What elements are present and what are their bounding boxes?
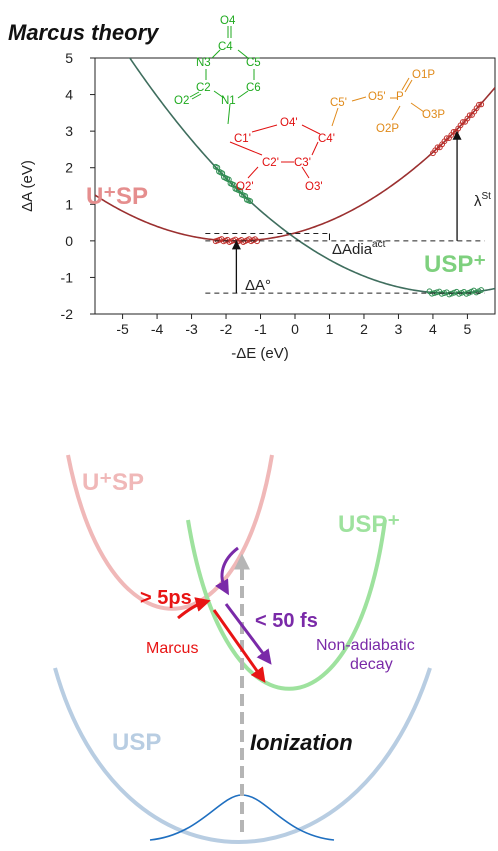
usp-well <box>53 667 432 844</box>
sample-points <box>212 101 485 298</box>
lambda-main: λ <box>474 193 482 210</box>
schematic-usp-plus-label: USP⁺ <box>338 511 400 538</box>
svg-text:O3': O3' <box>305 181 323 193</box>
svg-text:P: P <box>396 91 404 103</box>
axis-ticks: -5 -4 -3 -2 -1 0 1 2 3 4 5 -2 -1 0 1 2 3 4 5 <box>61 50 472 337</box>
figure-title: Marcus theory <box>8 20 160 45</box>
sample-point <box>466 112 473 119</box>
lambda-sup: St <box>482 191 492 202</box>
delta-adia-main: ΔAdia <box>332 241 373 258</box>
nonadiabatic-label-line2: decay <box>350 656 393 673</box>
svg-text:C1': C1' <box>234 133 251 145</box>
svg-text:O4': O4' <box>280 117 298 129</box>
sample-point <box>459 119 466 125</box>
svg-text:C2': C2' <box>262 157 279 169</box>
y-tick-label: 5 <box>65 50 73 66</box>
wavepacket-gaussian <box>149 794 335 841</box>
svg-text:O2: O2 <box>174 95 189 107</box>
svg-text:C2: C2 <box>196 82 211 94</box>
svg-text:O5': O5' <box>368 91 386 103</box>
x-tick-label: 5 <box>464 321 472 337</box>
curve-usp-plus <box>128 58 495 294</box>
svg-text:O2P: O2P <box>376 123 399 135</box>
sample-point <box>433 289 440 296</box>
x-axis-label: -ΔE (eV) <box>231 345 289 362</box>
svg-text:C5': C5' <box>330 97 347 109</box>
sample-point <box>438 290 445 297</box>
nonadiabatic-label-line1: Non-adiabatic <box>316 637 415 654</box>
sample-point <box>443 135 450 142</box>
svg-text:C6: C6 <box>246 82 261 94</box>
x-tick-label: 0 <box>291 321 299 337</box>
svg-text:C3': C3' <box>294 157 311 169</box>
x-tick-label: 3 <box>395 321 403 337</box>
y-tick-label: 2 <box>65 160 73 176</box>
sample-point <box>476 101 482 108</box>
svg-text:O4: O4 <box>220 15 236 27</box>
sample-point <box>434 144 441 151</box>
delta-a0-label: ΔA° <box>245 277 271 294</box>
delta-adia-sup: act <box>372 239 386 250</box>
purple-curved-arrow <box>215 546 239 596</box>
schematic-usp-label: USP <box>112 729 161 756</box>
y-axis-label: ΔA (eV) <box>19 160 36 212</box>
svg-text:N1: N1 <box>221 95 236 107</box>
fast-time-label: < 50 fs <box>255 610 318 632</box>
x-tick-label: -3 <box>185 321 198 337</box>
sample-point <box>247 198 254 204</box>
marcus-time-label: > 5ps <box>140 587 192 609</box>
usp-plus-label: USP⁺ <box>424 251 486 278</box>
x-tick-label: -2 <box>220 321 233 337</box>
y-tick-label: 0 <box>65 233 73 249</box>
y-tick-label: -2 <box>61 306 74 322</box>
y-tick-label: 1 <box>65 196 73 212</box>
y-tick-label: 4 <box>65 87 73 103</box>
sample-point <box>478 287 485 293</box>
svg-text:C4: C4 <box>218 41 233 53</box>
sample-point <box>478 101 485 108</box>
energy-curves <box>95 58 495 294</box>
svg-text:C5: C5 <box>246 57 261 69</box>
svg-text:O3P: O3P <box>422 109 445 121</box>
energy-arrows <box>231 130 462 294</box>
x-tick-label: 4 <box>429 321 437 337</box>
x-tick-label: -4 <box>151 321 164 337</box>
delta-adia-label: ΔAdiaact <box>332 239 386 258</box>
uplus-sp-label: U⁺SP <box>86 183 148 210</box>
svg-text:C4': C4' <box>318 133 335 145</box>
uplus-sp-well <box>66 454 274 611</box>
svg-text:O1P: O1P <box>412 69 435 81</box>
molecule-structure: O4 C4 N3 C5 C2 C6 O2 N1 C1' O4' C4' C2' … <box>174 15 445 193</box>
x-tick-label: -5 <box>116 321 129 337</box>
x-tick-label: 2 <box>360 321 368 337</box>
marcus-down-arrow <box>212 609 266 683</box>
schematic-uplus-sp-label: U⁺SP <box>82 469 144 496</box>
lambda-label: λSt <box>474 191 491 210</box>
svg-text:N3: N3 <box>196 57 211 69</box>
y-tick-label: 3 <box>65 123 73 139</box>
x-tick-label: -1 <box>254 321 267 337</box>
x-tick-label: 1 <box>326 321 334 337</box>
reference-lines <box>205 233 485 294</box>
ionization-label: Ionization <box>250 730 353 755</box>
marcus-label: Marcus <box>146 640 198 657</box>
y-tick-label: -1 <box>61 269 74 285</box>
curve-uplus-sp <box>95 87 495 242</box>
marcus-up-arrow <box>177 597 211 620</box>
mechanism-schematic: U⁺SP USP⁺ USP > 5ps Marcus < 50 fs Non-a… <box>53 454 432 844</box>
marcus-chart: -5 -4 -3 -2 -1 0 1 2 3 4 5 -2 -1 0 1 2 3 4 5 -ΔE (eV) ΔA (… <box>19 50 496 362</box>
svg-text:O2': O2' <box>236 181 254 193</box>
nonadiabatic-arrow <box>224 603 272 665</box>
